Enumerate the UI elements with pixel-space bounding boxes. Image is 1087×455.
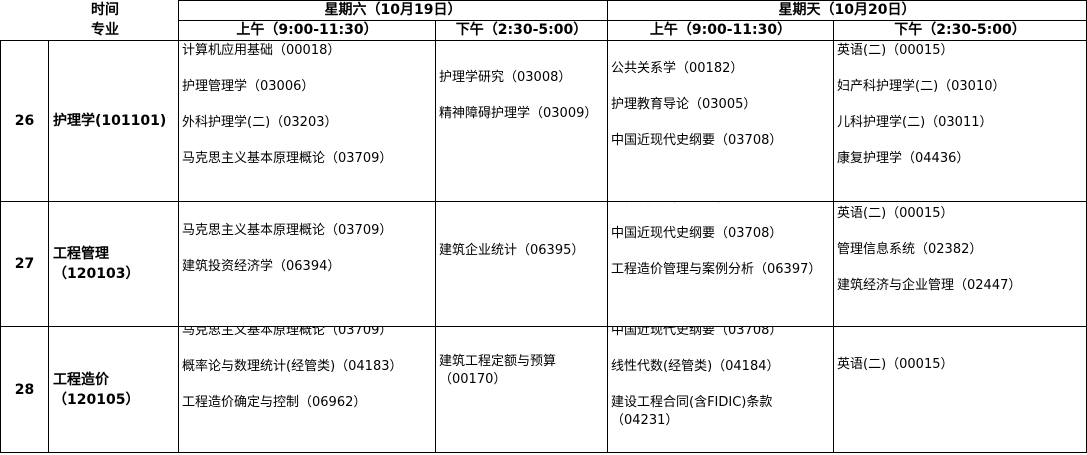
course-item: 建筑经济与企业管理（02447） <box>837 278 1022 293</box>
course-item: 马克思主义基本原理概论（03709） <box>182 327 393 338</box>
grid-line <box>435 20 436 453</box>
major-code: （120105） <box>53 391 140 408</box>
sat-pm-cell: 建筑企业统计（06395） <box>436 202 607 326</box>
major-name: 护理学(101101) <box>53 113 167 129</box>
sunday-header: 星期天（10月20日） <box>778 2 916 18</box>
grid-line <box>178 0 179 453</box>
course-item: 工程造价确定与控制（06962） <box>182 395 367 410</box>
course-item: 计算机应用基础（00018） <box>182 43 341 58</box>
sat-am-cell: 计算机应用基础（00018） 护理管理学（03006） 外科护理学(二)（03203… <box>179 41 435 201</box>
sun-am-cell: 中国近现代史纲要（03708） 线性代数(经管类)（04184） 建设工程合同(含F… <box>608 327 833 452</box>
row-number: 27 <box>14 256 35 272</box>
sun-pm-cell: 英语(二)（00015） 妇产科护理学(二)（03010） 儿科护理学(二)（030… <box>834 41 1086 201</box>
saturday-pm-header: 下午（2:30-5:00） <box>455 22 588 38</box>
grid-line <box>0 40 1 453</box>
sat-pm-cell: 建筑工程定额与预算（00170） <box>436 327 607 452</box>
sun-pm-cell: 英语(二)（00015） 管理信息系统（02382） 建筑经济与企业管理（02447… <box>834 202 1086 326</box>
course-item: 建筑企业统计（06395） <box>439 243 585 258</box>
grid-line <box>178 0 1086 1</box>
sun-am-cell: 线性代数（02198） 中国近现代史纲要（03708） 工程造价管理与案例分析（06… <box>608 202 833 326</box>
course-item: 马克思主义基本原理概论（03709） <box>182 151 393 166</box>
sat-pm-cell: 护理学研究（03008） 精神障碍护理学（03009） <box>436 41 607 201</box>
sun-pm-cell: 英语(二)（00015） <box>834 327 1086 452</box>
course-item: 中国近现代史纲要（03708） <box>611 133 783 148</box>
row-number: 28 <box>14 381 35 398</box>
course-item: 线性代数(经管类)（04184） <box>611 359 780 374</box>
sun-am-cell: 公共关系学（00182） 护理教育导论（03005） 中国近现代史纲要（03708） <box>608 41 833 201</box>
course-item: 中国近现代史纲要（03708） <box>611 327 783 338</box>
course-item: 护理管理学（03006） <box>182 79 315 94</box>
course-item: 公共关系学（00182） <box>611 61 744 76</box>
grid-line <box>178 20 1086 21</box>
course-item: 妇产科护理学(二)（03010） <box>837 79 1006 94</box>
course-item: 建设工程合同(含FIDIC)条款（04231） <box>611 395 773 428</box>
course-item: 工程造价管理与案例分析（06397） <box>611 262 822 277</box>
sunday-am-header: 上午（9:00-11:30） <box>649 22 792 38</box>
major-code: （120103） <box>53 266 140 282</box>
major-cell: 工程造价 （120105） <box>49 327 178 452</box>
course-item: 护理教育导论（03005） <box>611 97 757 112</box>
course-item: 建筑投资经济学（06394） <box>182 259 341 274</box>
course-item: 线性代数（02198） <box>608 202 833 207</box>
sat-am-cell: 马克思主义基本原理概论（03709） 建筑投资经济学（06394） <box>179 202 435 326</box>
course-item: 建筑工程定额与预算（00170） <box>439 354 557 387</box>
course-item: 儿科护理学(二)（03011） <box>837 115 993 130</box>
course-item: 马克思主义基本原理概论（03709） <box>182 223 393 238</box>
grid-line <box>48 40 49 453</box>
course-item: 英语(二)（00015） <box>837 206 954 221</box>
time-header: 时间 <box>91 2 119 18</box>
grid-line <box>607 0 608 453</box>
row-number: 26 <box>14 113 35 129</box>
course-item: 英语(二)（00015） <box>837 357 954 372</box>
major-name: 工程造价 <box>53 371 109 388</box>
major-name: 工程管理 <box>53 246 109 262</box>
sunday-pm-header: 下午（2:30-5:00） <box>894 22 1026 38</box>
course-item: 康复护理学（04436） <box>837 151 970 166</box>
grid-line <box>0 326 1087 327</box>
saturday-am-header: 上午（9:00-11:30） <box>236 22 378 38</box>
course-item: 护理学研究（03008） <box>439 70 572 85</box>
course-item: 中国近现代史纲要（03708） <box>611 226 783 241</box>
major-header: 专业 <box>91 22 119 38</box>
course-item: 英语(二)（00015） <box>837 43 954 58</box>
course-item: 外科护理学(二)（03203） <box>182 115 338 130</box>
course-item: 概率论与数理统计(经管类)（04183） <box>182 359 403 374</box>
major-cell: 护理学(101101) <box>49 41 178 201</box>
grid-line <box>833 20 834 453</box>
course-item: 精神障碍护理学（03009） <box>439 106 598 121</box>
grid-line <box>0 452 1087 453</box>
grid-line <box>0 201 1087 202</box>
major-cell: 工程管理 （120103） <box>49 202 178 326</box>
sat-am-cell: 马克思主义基本原理概论（03709） 概率论与数理统计(经管类)（04183） 工程… <box>179 327 435 452</box>
saturday-header: 星期六（10月19日） <box>324 2 462 18</box>
grid-line <box>0 40 1087 41</box>
course-item: 管理信息系统（02382） <box>837 242 983 257</box>
